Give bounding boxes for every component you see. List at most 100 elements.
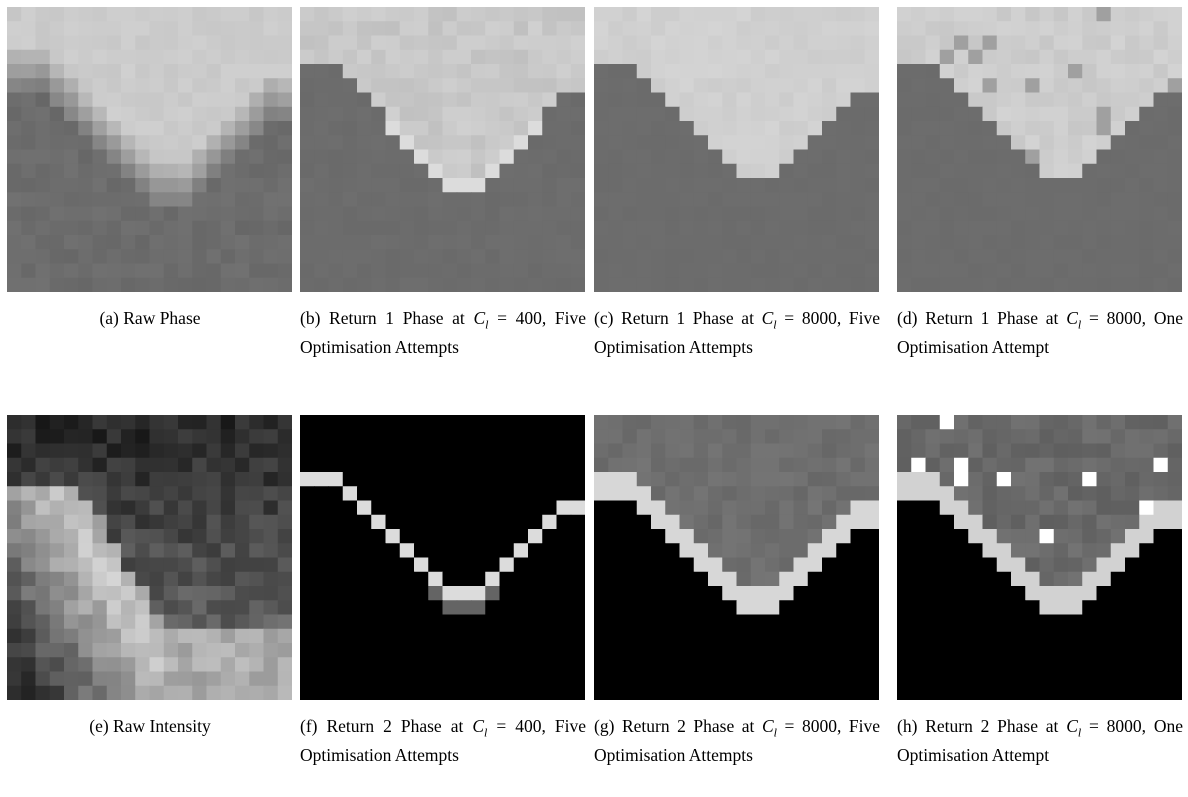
pixel <box>121 444 136 459</box>
pixel <box>1054 21 1069 36</box>
pixel <box>865 558 879 573</box>
pixel <box>794 107 809 122</box>
pixel <box>428 657 443 672</box>
pixel <box>637 586 652 601</box>
pixel <box>651 93 666 108</box>
pixel <box>571 515 585 530</box>
pixel <box>471 121 486 136</box>
pixel <box>528 458 543 473</box>
pixel <box>78 78 93 93</box>
pixel <box>264 221 279 236</box>
pixel <box>708 249 723 264</box>
pixel <box>1168 93 1182 108</box>
pixel <box>107 600 122 615</box>
pixel <box>386 543 401 558</box>
pixel <box>221 615 236 630</box>
pixel <box>50 107 65 122</box>
pixel <box>500 672 515 687</box>
pixel <box>428 93 443 108</box>
pixel <box>722 429 737 444</box>
pixel <box>794 50 809 65</box>
pixel <box>851 150 866 165</box>
pixel <box>528 444 543 459</box>
pixel <box>50 21 65 36</box>
pixel <box>865 586 879 601</box>
pixel <box>983 93 998 108</box>
pixel <box>36 7 51 22</box>
pixel <box>954 615 969 630</box>
pixel <box>722 150 737 165</box>
pixel <box>1054 429 1069 444</box>
pixel <box>651 135 666 150</box>
pixel <box>983 615 998 630</box>
pixel <box>897 7 912 22</box>
pixel <box>594 21 609 36</box>
pixel <box>1125 672 1140 687</box>
pixel <box>485 486 500 501</box>
pixel <box>1068 429 1083 444</box>
pixel <box>150 150 165 165</box>
pixel <box>680 135 695 150</box>
pixel <box>637 415 652 430</box>
pixel <box>594 93 609 108</box>
pixel <box>221 415 236 430</box>
pixel <box>1168 207 1182 222</box>
pixel <box>1025 515 1040 530</box>
pixel <box>897 78 912 93</box>
pixel <box>264 572 279 587</box>
pixel <box>443 50 458 65</box>
pixel <box>386 249 401 264</box>
pixel <box>751 93 766 108</box>
pixel <box>983 543 998 558</box>
pixel <box>135 221 150 236</box>
pixel <box>571 657 585 672</box>
pixel <box>808 444 823 459</box>
pixel <box>1040 50 1055 65</box>
pixel <box>1025 472 1040 487</box>
pixel <box>64 501 79 516</box>
pixel <box>665 643 680 658</box>
pixel <box>822 572 837 587</box>
pixel <box>164 458 179 473</box>
pixel <box>851 207 866 222</box>
pixel <box>78 264 93 279</box>
pixel <box>623 221 638 236</box>
pixel <box>300 615 315 630</box>
pixel <box>1068 164 1083 179</box>
pixel <box>1168 515 1182 530</box>
pixel <box>737 50 752 65</box>
pixel <box>1025 629 1040 644</box>
pixel <box>7 572 22 587</box>
pixel <box>1054 486 1069 501</box>
pixel <box>329 50 344 65</box>
pixel <box>64 64 79 79</box>
pixel <box>278 444 292 459</box>
pixel <box>207 572 222 587</box>
pixel <box>1040 93 1055 108</box>
pixel <box>680 192 695 207</box>
pixel <box>1040 221 1055 236</box>
pixel <box>1097 429 1112 444</box>
pixel <box>808 264 823 279</box>
pixel <box>1011 415 1026 430</box>
caption-text: (a) Raw Phase <box>99 308 200 328</box>
pixel <box>249 472 264 487</box>
pixel <box>940 458 955 473</box>
pixel <box>737 135 752 150</box>
pixel <box>694 501 709 516</box>
pixel <box>779 278 794 292</box>
pixel <box>235 529 250 544</box>
pixel <box>911 164 926 179</box>
pixel <box>794 600 809 615</box>
pixel <box>665 150 680 165</box>
pixel <box>1040 164 1055 179</box>
pixel <box>911 472 926 487</box>
pixel <box>1097 615 1112 630</box>
pixel <box>708 558 723 573</box>
pixel <box>278 529 292 544</box>
pixel <box>608 657 623 672</box>
pixel <box>414 501 429 516</box>
pixel <box>594 7 609 22</box>
pixel <box>751 529 766 544</box>
pixel <box>680 415 695 430</box>
